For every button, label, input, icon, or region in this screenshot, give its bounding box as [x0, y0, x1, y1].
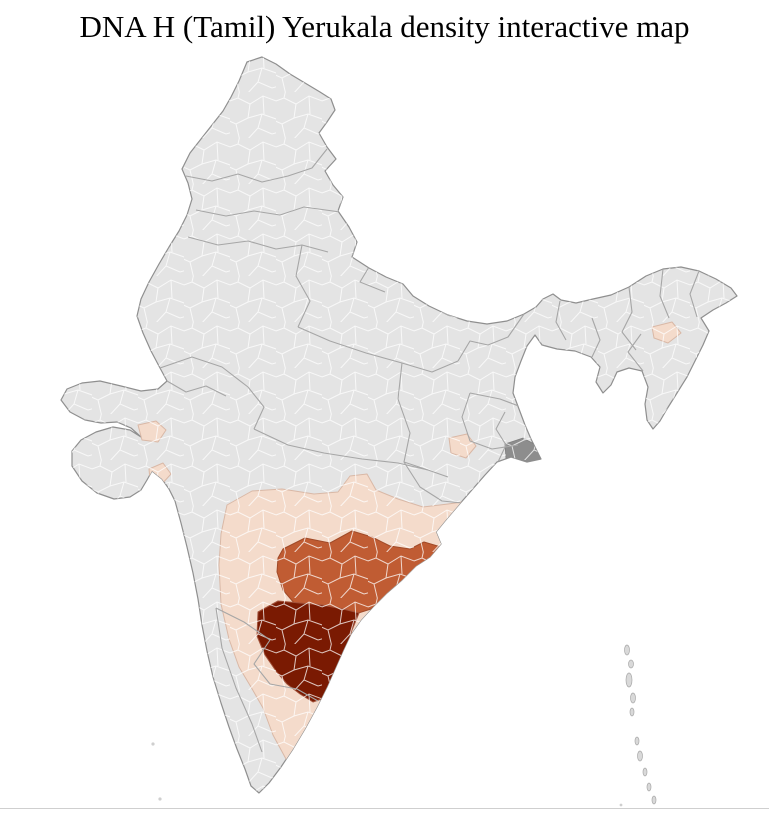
state-borders — [159, 148, 700, 753]
district-borders-texture — [61, 57, 737, 793]
lakshadweep-islands[interactable] — [151, 742, 623, 807]
page-title: DNA H (Tamil) Yerukala density interacti… — [79, 9, 690, 44]
bottom-divider — [0, 808, 769, 809]
andaman-nicobar-islands[interactable] — [624, 644, 657, 805]
